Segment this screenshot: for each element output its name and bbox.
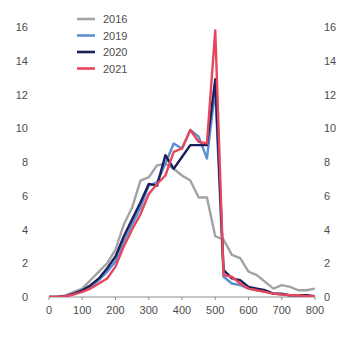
x-tick-label: 700 [273,304,291,316]
x-tick-label: 100 [73,304,91,316]
y2-tick-label: 16 [324,21,336,33]
x-tick [281,297,282,300]
x-tick [82,297,83,300]
x-tick-label: 300 [140,304,158,316]
y-tick [46,94,49,95]
y2-tick [315,162,318,163]
legend-swatch [77,18,95,21]
x-tick-label: 600 [239,304,257,316]
y-tick-label: 6 [22,190,28,202]
y2-tick-label: 12 [324,89,336,101]
legend-label: 2019 [103,30,127,42]
y-tick [46,195,49,196]
y2-tick-label: 0 [324,291,330,303]
y-tick-label: 0 [22,291,28,303]
y2-tick-label: 8 [324,156,330,168]
y2-tick [315,60,318,61]
y-tick [46,263,49,264]
y2-tick [315,229,318,230]
series-line [49,89,315,297]
x-tick [315,297,316,300]
x-tick [148,297,149,300]
y-tick-label: 4 [22,224,28,236]
y2-tick [315,128,318,129]
y-tick-label: 16 [16,21,28,33]
y-tick [46,128,49,129]
x-tick-label: 400 [173,304,191,316]
x-tick-label: 500 [206,304,224,316]
y2-tick [315,297,318,298]
y-tick [46,60,49,61]
y2-tick-label: 4 [324,224,330,236]
x-tick-label: 800 [306,304,324,316]
x-tick-label: 200 [106,304,124,316]
y-tick [46,297,49,298]
legend-swatch [77,34,95,37]
y2-tick [315,94,318,95]
legend-label: 2016 [103,13,127,25]
y-tick [46,27,49,28]
y-tick-label: 12 [16,89,28,101]
x-tick [49,297,50,300]
y-tick-label: 8 [22,156,28,168]
legend-swatch [77,67,95,70]
y2-tick [315,195,318,196]
y-tick-label: 14 [16,55,28,67]
chart-svg: 0100200300400500600700800024681012141602… [0,0,345,341]
x-tick [215,297,216,300]
y-tick [46,162,49,163]
y2-tick [315,263,318,264]
y2-tick-label: 14 [324,55,336,67]
legend-swatch [77,51,95,54]
series-line [49,30,315,297]
legend-label: 2020 [103,46,127,58]
y-tick [46,229,49,230]
chart-container: 0100200300400500600700800024681012141602… [0,0,345,341]
y2-tick [315,27,318,28]
y-tick-label: 10 [16,122,28,134]
y-tick-label: 2 [22,257,28,269]
plot-area [49,30,315,297]
x-tick [182,297,183,300]
x-tick [115,297,116,300]
x-tick-label: 0 [46,304,52,316]
y2-tick-label: 10 [324,122,336,134]
y2-tick-label: 6 [324,190,330,202]
x-tick [248,297,249,300]
y2-tick-label: 2 [324,257,330,269]
series-line [49,164,315,297]
series-line [49,79,315,297]
legend-label: 2021 [103,63,127,75]
